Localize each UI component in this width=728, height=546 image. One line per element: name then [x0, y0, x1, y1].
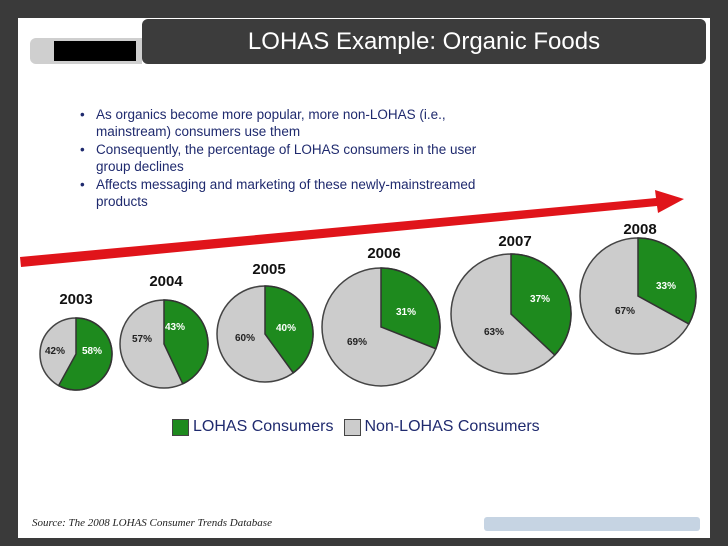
data-label-non-lohas-2007: 63% — [484, 327, 504, 338]
year-label-2008: 2008 — [623, 221, 656, 238]
data-label-non-lohas-2006: 69% — [347, 337, 367, 348]
data-label-non-lohas-2005: 60% — [235, 333, 255, 344]
pie-slice-lohas-2003 — [57, 317, 113, 391]
pie-slice-lohas-2004 — [163, 299, 209, 385]
chart-legend: LOHAS Consumers Non-LOHAS Consumers — [172, 418, 550, 436]
bullet-item: Consequently, the percentage of LOHAS co… — [80, 141, 478, 175]
year-label-2004: 2004 — [149, 273, 183, 290]
bullet-item: Affects messaging and marketing of these… — [80, 176, 478, 210]
data-label-lohas-2004: 43% — [165, 322, 185, 333]
trend-arrow — [20, 190, 684, 267]
pie-slice-lohas-2007 — [510, 253, 572, 357]
legend-swatch-non-lohas — [343, 418, 361, 436]
data-label-non-lohas-2008: 67% — [615, 306, 635, 317]
year-label-2006: 2006 — [367, 245, 400, 262]
legend-label-lohas: LOHAS Consumers — [193, 418, 334, 435]
legend-label-non-lohas: Non-LOHAS Consumers — [364, 418, 540, 435]
year-label-2003: 2003 — [59, 291, 92, 308]
slide-title-bar: LOHAS Example: Organic Foods — [142, 19, 706, 64]
legend-swatch-lohas — [172, 418, 189, 436]
footer-bar — [484, 517, 700, 531]
data-label-non-lohas-2004: 57% — [132, 334, 152, 345]
year-label-2007: 2007 — [498, 233, 531, 250]
pie-slice-lohas-2006 — [380, 267, 441, 350]
legend-item-lohas: LOHAS Consumers — [172, 418, 334, 436]
pie-slice-lohas-2008 — [637, 237, 697, 325]
bullet-list: As organics become more popular, more no… — [78, 106, 478, 211]
data-label-lohas-2005: 40% — [276, 323, 296, 334]
data-label-lohas-2007: 37% — [530, 294, 550, 305]
year-label-2005: 2005 — [252, 261, 285, 278]
pie-slice-lohas-2005 — [264, 285, 314, 374]
source-note: Source: The 2008 LOHAS Consumer Trends D… — [32, 517, 272, 529]
legend-item-non-lohas: Non-LOHAS Consumers — [343, 418, 540, 436]
title-left-black-block — [54, 41, 136, 61]
bullet-item: As organics become more popular, more no… — [80, 106, 478, 140]
data-label-lohas-2003: 58% — [82, 346, 102, 357]
slide-title: LOHAS Example: Organic Foods — [247, 27, 601, 55]
data-label-non-lohas-2003: 42% — [45, 346, 65, 357]
data-label-lohas-2006: 31% — [396, 307, 416, 318]
data-label-lohas-2008: 33% — [656, 281, 676, 292]
